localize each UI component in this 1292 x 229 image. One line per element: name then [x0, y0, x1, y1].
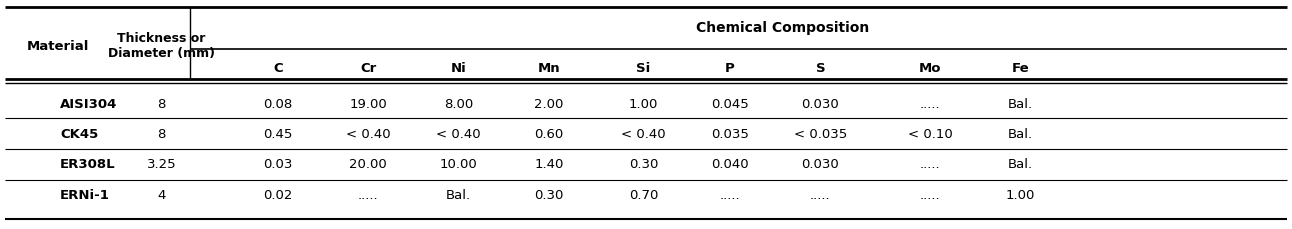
Text: 20.00: 20.00 [349, 158, 388, 171]
Text: 0.45: 0.45 [264, 128, 292, 141]
Text: Cr: Cr [360, 61, 376, 74]
Text: Chemical Composition: Chemical Composition [696, 21, 870, 35]
Text: Bal.: Bal. [1008, 128, 1034, 141]
Text: 0.02: 0.02 [264, 189, 292, 202]
Text: < 0.40: < 0.40 [437, 128, 481, 141]
Text: 0.30: 0.30 [535, 189, 563, 202]
Text: 0.045: 0.045 [711, 98, 749, 111]
Text: 0.030: 0.030 [801, 158, 840, 171]
Text: 4: 4 [158, 189, 165, 202]
Text: < 0.40: < 0.40 [621, 128, 665, 141]
Text: Si: Si [636, 61, 651, 74]
Text: 1.00: 1.00 [629, 98, 658, 111]
Text: Ni: Ni [451, 61, 466, 74]
Text: .....: ..... [920, 189, 941, 202]
Text: < 0.035: < 0.035 [793, 128, 848, 141]
Text: .....: ..... [920, 158, 941, 171]
Text: ERNi-1: ERNi-1 [61, 189, 110, 202]
Text: AISI304: AISI304 [61, 98, 118, 111]
Text: P: P [725, 61, 735, 74]
Text: Bal.: Bal. [1008, 158, 1034, 171]
Text: Bal.: Bal. [446, 189, 472, 202]
Text: Bal.: Bal. [1008, 98, 1034, 111]
Text: 1.00: 1.00 [1006, 189, 1035, 202]
Text: 0.035: 0.035 [711, 128, 749, 141]
Text: Fe: Fe [1012, 61, 1030, 74]
Text: 1.40: 1.40 [535, 158, 563, 171]
Text: 0.60: 0.60 [535, 128, 563, 141]
Text: < 0.10: < 0.10 [908, 128, 952, 141]
Text: 19.00: 19.00 [349, 98, 388, 111]
Text: Mn: Mn [537, 61, 561, 74]
Text: CK45: CK45 [61, 128, 98, 141]
Text: C: C [273, 61, 283, 74]
Text: 3.25: 3.25 [147, 158, 176, 171]
Text: 0.30: 0.30 [629, 158, 658, 171]
Text: 8.00: 8.00 [444, 98, 473, 111]
Text: 0.08: 0.08 [264, 98, 292, 111]
Text: .....: ..... [810, 189, 831, 202]
Text: 8: 8 [158, 98, 165, 111]
Text: 0.03: 0.03 [264, 158, 292, 171]
Text: < 0.40: < 0.40 [346, 128, 390, 141]
Text: .....: ..... [720, 189, 740, 202]
Text: Thickness or
Diameter (mm): Thickness or Diameter (mm) [109, 31, 214, 60]
Text: 0.040: 0.040 [711, 158, 749, 171]
Text: .....: ..... [358, 189, 379, 202]
Text: .....: ..... [920, 98, 941, 111]
Text: 10.00: 10.00 [439, 158, 478, 171]
Text: S: S [815, 61, 826, 74]
Text: Mo: Mo [919, 61, 942, 74]
Text: 2.00: 2.00 [535, 98, 563, 111]
Text: ER308L: ER308L [61, 158, 116, 171]
Text: 0.030: 0.030 [801, 98, 840, 111]
Text: 0.70: 0.70 [629, 189, 658, 202]
Text: Material: Material [27, 39, 89, 52]
Text: 8: 8 [158, 128, 165, 141]
